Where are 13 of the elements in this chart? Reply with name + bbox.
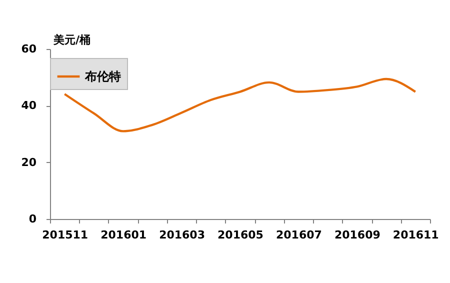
x-tick-label: 201609 bbox=[334, 228, 380, 242]
y-tick-label: 40 bbox=[21, 99, 37, 112]
x-tick-label: 201605 bbox=[218, 228, 264, 242]
x-tick-label: 201601 bbox=[100, 228, 147, 242]
y-tick-label: 0 bbox=[28, 212, 37, 226]
x-tick-label: 201611 bbox=[392, 228, 439, 242]
y-tick-label: 60 bbox=[21, 42, 37, 56]
x-tick-label: 201603 bbox=[159, 228, 206, 242]
x-tick-label: 201511 bbox=[42, 228, 88, 242]
y-axis-title: 美元/桶 bbox=[52, 34, 91, 46]
x-tick-label: 201607 bbox=[276, 228, 322, 242]
legend-label: 布伦特 bbox=[84, 70, 121, 84]
y-tick-label: 20 bbox=[21, 156, 37, 169]
